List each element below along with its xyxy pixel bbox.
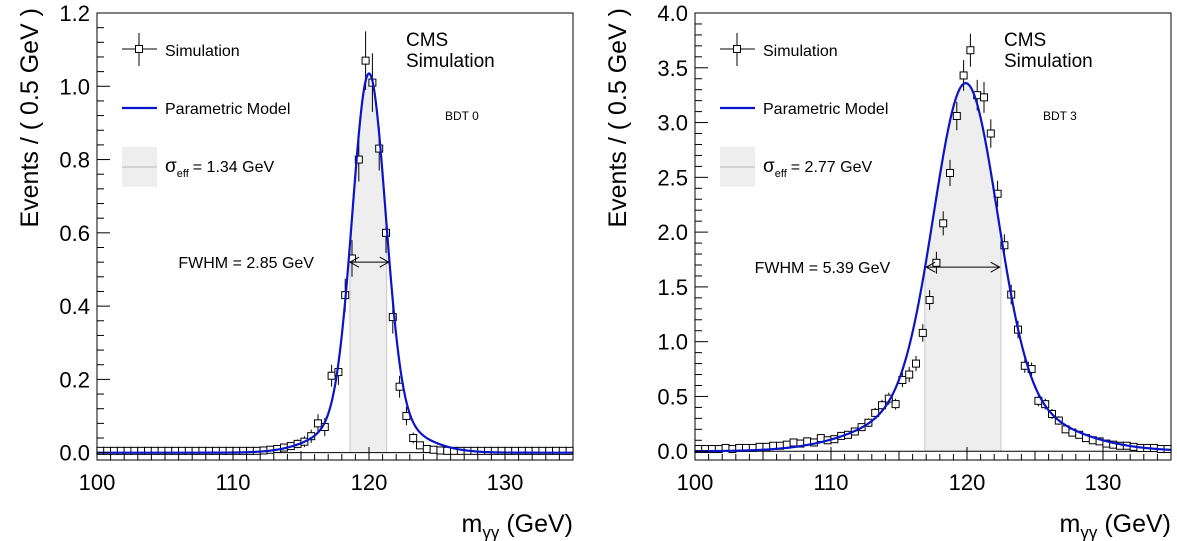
y-tick-label: 1.0 <box>657 330 688 355</box>
data-point <box>436 446 445 455</box>
data-point <box>327 371 336 380</box>
fwhm-label: FWHM = 2.85 GeV <box>178 255 314 272</box>
fwhm-label: FWHM = 5.39 GeV <box>755 260 891 277</box>
y-tick-label: 0.0 <box>59 441 90 466</box>
y-tick-label: 0.8 <box>59 148 90 173</box>
category-label: BDT 3 <box>1043 109 1077 123</box>
y-tick-label: 0.5 <box>657 384 688 409</box>
data-point <box>912 359 920 368</box>
x-axis-subscript: γγ <box>482 523 500 541</box>
cms-label: CMS <box>1004 30 1046 51</box>
x-axis-unit: (GeV) <box>506 510 573 538</box>
plot-frame <box>694 12 1172 461</box>
data-point <box>354 155 363 164</box>
x-tick-label: 100 <box>677 470 714 495</box>
cms-label: CMS <box>406 30 448 51</box>
data-point <box>946 168 954 177</box>
y-tick-label: 4.0 <box>657 1 688 26</box>
data-point <box>959 71 968 80</box>
cms-sublabel: Simulation <box>1004 51 1093 72</box>
chart-bdt0: 100 110 120 130 0.0 0.2 0.4 0.6 0.8 1.0 1.2 Events … <box>16 1 574 541</box>
fwhm-arrow-left-head <box>925 261 936 273</box>
x-axis-subscript: γγ <box>1080 523 1098 541</box>
x-tick-label: 130 <box>487 470 524 495</box>
y-tick-label: 2.5 <box>657 165 688 190</box>
data-point <box>409 434 418 443</box>
x-tick-label: 120 <box>949 470 986 495</box>
legend-sigma-label: σeff = 2.77 GeV <box>763 156 872 180</box>
y-tick-label: 0.0 <box>657 439 688 464</box>
legend-sim-marker <box>135 45 143 53</box>
legend-simulation-label: Simulation <box>165 43 240 60</box>
sigma-subscript: eff <box>177 168 190 180</box>
legend-sigma-label: σeff = 1.34 GeV <box>165 156 274 180</box>
plot-frame <box>96 12 574 461</box>
y-axis-title: Events / ( 0.5 GeV ) <box>16 8 44 228</box>
model-curve <box>695 82 1172 453</box>
chart-bdt3: 100 110 120 130 0.0 0.5 1.0 1.5 2.0 2.5 3.0 3.5 4.0 E… <box>604 1 1172 541</box>
fwhm-arrow-left-head <box>348 256 360 268</box>
sigma-eff-band <box>349 73 387 453</box>
fwhm-arrow-right-head <box>990 261 1001 273</box>
data-point <box>1000 241 1009 250</box>
data-point <box>891 400 900 409</box>
x-tick-label: 100 <box>79 470 116 495</box>
sigma-value: = 2.77 GeV <box>791 159 873 176</box>
y-tick-label: 3.5 <box>657 56 688 81</box>
legend-simulation-label: Simulation <box>763 43 838 60</box>
y-tick-label: 1.5 <box>657 275 688 300</box>
y-tick-label: 0.2 <box>59 367 90 392</box>
x-tick-label: 130 <box>1085 470 1122 495</box>
x-axis-symbol: m <box>461 510 482 538</box>
sigma-subscript: eff <box>775 168 788 180</box>
x-tick-label: 120 <box>351 470 388 495</box>
data-point <box>388 313 397 322</box>
cms-sublabel: Simulation <box>406 51 495 72</box>
x-tick-label: 110 <box>215 470 250 495</box>
y-tick-label: 1.0 <box>59 74 90 99</box>
data-point <box>980 93 988 102</box>
x-axis-title: mγγ (GeV) <box>1059 510 1171 541</box>
data-point <box>871 408 880 417</box>
x-axis-unit: (GeV) <box>1104 510 1171 538</box>
y-axis-title: Events / ( 0.5 GeV ) <box>604 8 632 228</box>
y-tick-label: 2.0 <box>657 220 688 245</box>
data-point <box>789 438 798 447</box>
data-point <box>422 445 431 454</box>
data-point <box>429 445 438 454</box>
category-label: BDT 0 <box>445 109 479 123</box>
y-tick-label: 3.0 <box>657 111 688 136</box>
sigma-symbol: σ <box>763 156 775 177</box>
data-point <box>932 258 941 267</box>
data-point <box>966 46 975 55</box>
legend-model-label: Parametric Model <box>165 101 290 118</box>
x-tick-label: 110 <box>813 470 848 495</box>
x-axis-symbol: m <box>1059 510 1080 538</box>
y-tick-label: 1.2 <box>59 1 90 26</box>
y-tick-label: 0.6 <box>59 221 90 246</box>
x-axis-title: mγγ (GeV) <box>461 510 573 541</box>
legend-model-label: Parametric Model <box>763 101 888 118</box>
legend-sim-marker <box>733 45 741 53</box>
data-point <box>416 441 424 450</box>
sigma-symbol: σ <box>165 156 177 177</box>
data-point <box>952 111 961 120</box>
data-point <box>314 419 322 428</box>
y-tick-label: 0.4 <box>59 294 90 319</box>
data-point <box>905 370 914 379</box>
data-point <box>939 219 948 228</box>
data-point <box>925 296 934 305</box>
model-curve <box>97 72 573 454</box>
sigma-value: = 1.34 GeV <box>193 159 275 176</box>
data-point <box>986 129 995 138</box>
fwhm-arrow-right-head <box>379 256 390 268</box>
data-point <box>361 56 370 65</box>
data-point <box>918 328 927 337</box>
